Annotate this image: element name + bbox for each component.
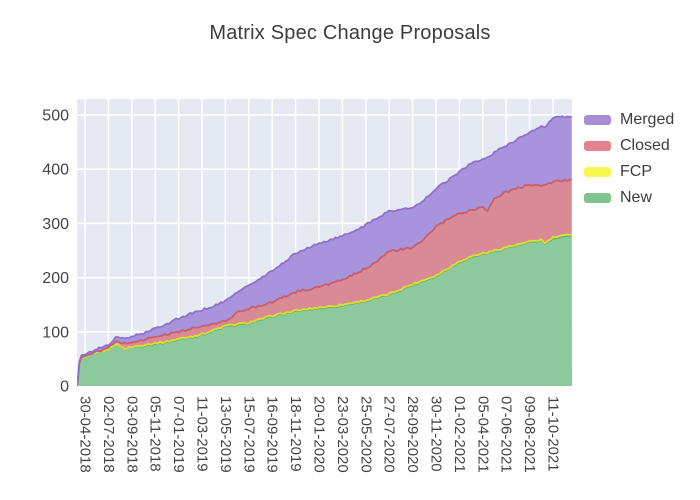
x-tick-label: 07-01-2019: [170, 396, 187, 473]
x-tick-label: 02-07-2018: [100, 396, 117, 473]
x-tick-label: 05-04-2021: [474, 396, 491, 473]
x-tick-label: 01-02-2021: [451, 396, 468, 473]
x-tick-label: 28-09-2020: [404, 396, 421, 473]
legend-label-fcp: FCP: [620, 163, 652, 180]
x-tick-label: 05-11-2018: [147, 396, 164, 472]
y-tick-label: 0: [60, 379, 69, 396]
x-tick-label: 30-11-2020: [428, 396, 445, 472]
x-tick-label: 11-10-2021: [545, 396, 562, 472]
legend-label-new: New: [620, 189, 653, 206]
x-tick-label: 25-05-2020: [357, 396, 374, 473]
legend: Merged Closed FCP New: [584, 107, 674, 211]
x-tick-label: 18-11-2019: [287, 396, 304, 472]
area-new: [77, 235, 572, 386]
x-tick-label: 07-06-2021: [498, 396, 515, 473]
x-tick-label: 27-07-2020: [381, 396, 398, 473]
legend-item-new[interactable]: New: [584, 185, 674, 211]
line-fcp: [77, 233, 572, 386]
x-tick-label: 16-09-2019: [264, 396, 281, 473]
x-tick-label: 03-09-2018: [123, 396, 140, 473]
x-tick-label: 13-05-2019: [217, 396, 234, 473]
y-tick-label: 100: [42, 324, 69, 341]
area-merged: [77, 116, 572, 386]
chart-title: Matrix Spec Change Proposals: [209, 22, 491, 44]
legend-label-closed: Closed: [620, 137, 670, 154]
y-tick-label: 500: [42, 108, 69, 125]
x-tick-label: 15-07-2019: [240, 396, 257, 473]
x-tick-label: 30-04-2018: [77, 396, 94, 473]
legend-swatch-fcp-icon: [584, 167, 611, 177]
legend-swatch-merged-icon: [584, 115, 611, 125]
y-tick-label: 200: [42, 270, 69, 287]
line-merged: [77, 115, 572, 386]
x-tick-label: 23-03-2020: [334, 396, 351, 473]
area-closed: [77, 179, 572, 386]
legend-swatch-new-icon: [584, 193, 611, 203]
y-tick-label: 300: [42, 216, 69, 233]
x-tick-label: 11-03-2019: [194, 396, 211, 472]
legend-label-merged: Merged: [620, 111, 675, 128]
legend-item-fcp[interactable]: FCP: [584, 159, 674, 185]
y-tick-label: 400: [42, 162, 69, 179]
legend-item-closed[interactable]: Closed: [584, 133, 674, 159]
legend-item-merged[interactable]: Merged: [584, 107, 674, 133]
line-closed: [77, 178, 572, 386]
x-tick-label: 20-01-2020: [311, 396, 328, 473]
legend-swatch-closed-icon: [584, 141, 611, 151]
x-tick-label: 09-08-2021: [521, 396, 538, 473]
